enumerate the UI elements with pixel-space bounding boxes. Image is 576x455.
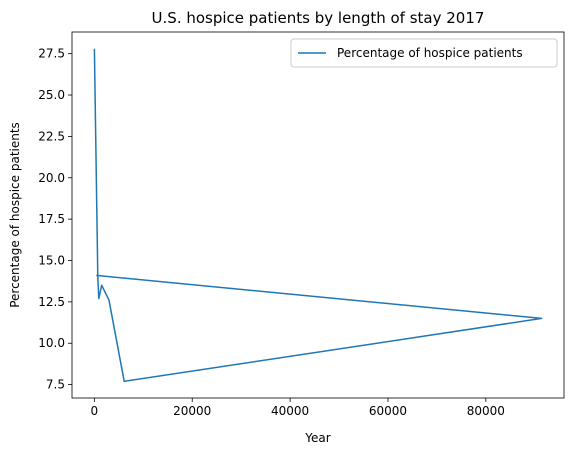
- x-tick-label: 80000: [467, 404, 505, 418]
- x-axis: 0 20000 40000 60000 80000: [91, 398, 505, 418]
- y-tick-label: 25.0: [38, 88, 65, 102]
- plot-area: [72, 32, 564, 398]
- x-tick-label: 60000: [369, 404, 407, 418]
- y-tick-label: 20.0: [38, 171, 65, 185]
- x-axis-label: Year: [304, 431, 330, 445]
- y-tick-label: 27.5: [38, 47, 65, 61]
- y-axis: 7.5 10.0 12.5 15.0 17.5 20.0 22.5 25.0 27.5: [38, 47, 72, 392]
- legend: Percentage of hospice patients: [291, 39, 557, 67]
- y-tick-label: 12.5: [38, 295, 65, 309]
- axes-spines: [72, 32, 564, 398]
- legend-label: Percentage of hospice patients: [337, 46, 523, 60]
- chart-title: U.S. hospice patients by length of stay …: [152, 9, 485, 27]
- y-tick-label: 22.5: [38, 129, 65, 143]
- series-line: [94, 49, 541, 382]
- y-tick-label: 15.0: [38, 254, 65, 268]
- y-tick-label: 17.5: [38, 212, 65, 226]
- x-tick-label: 20000: [173, 404, 211, 418]
- series-layer: [94, 49, 541, 382]
- x-tick-label: 40000: [271, 404, 309, 418]
- y-tick-label: 7.5: [46, 378, 65, 392]
- x-tick-label: 0: [91, 404, 99, 418]
- y-axis-label: Percentage of hospice patients: [8, 122, 22, 308]
- y-tick-label: 10.0: [38, 336, 65, 350]
